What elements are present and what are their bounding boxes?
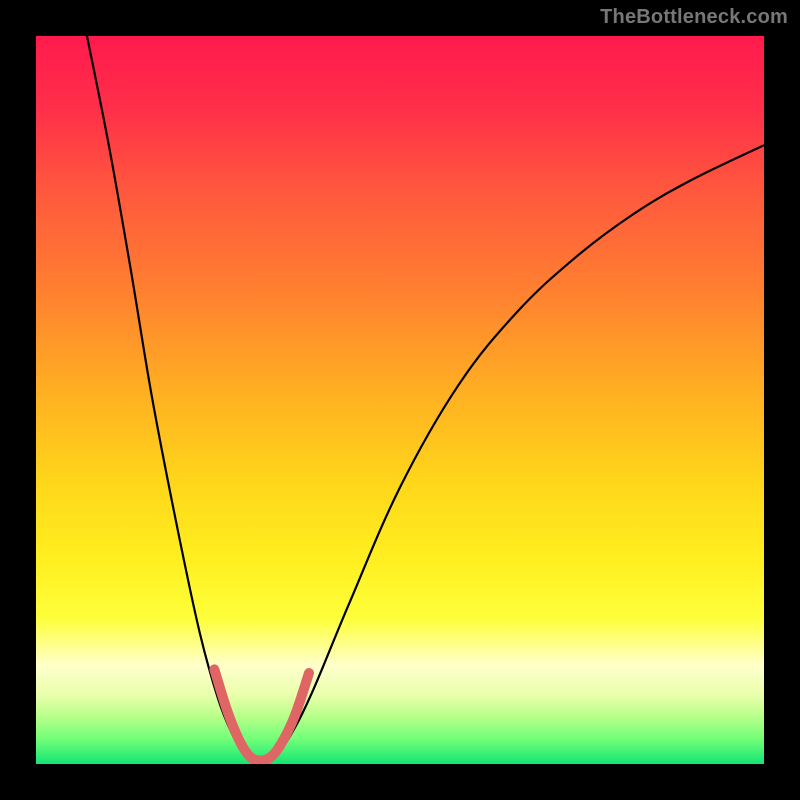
bottleneck-chart <box>0 0 800 800</box>
watermark-text: TheBottleneck.com <box>600 6 788 29</box>
gradient-background <box>36 36 764 764</box>
stage: TheBottleneck.com <box>0 0 800 800</box>
